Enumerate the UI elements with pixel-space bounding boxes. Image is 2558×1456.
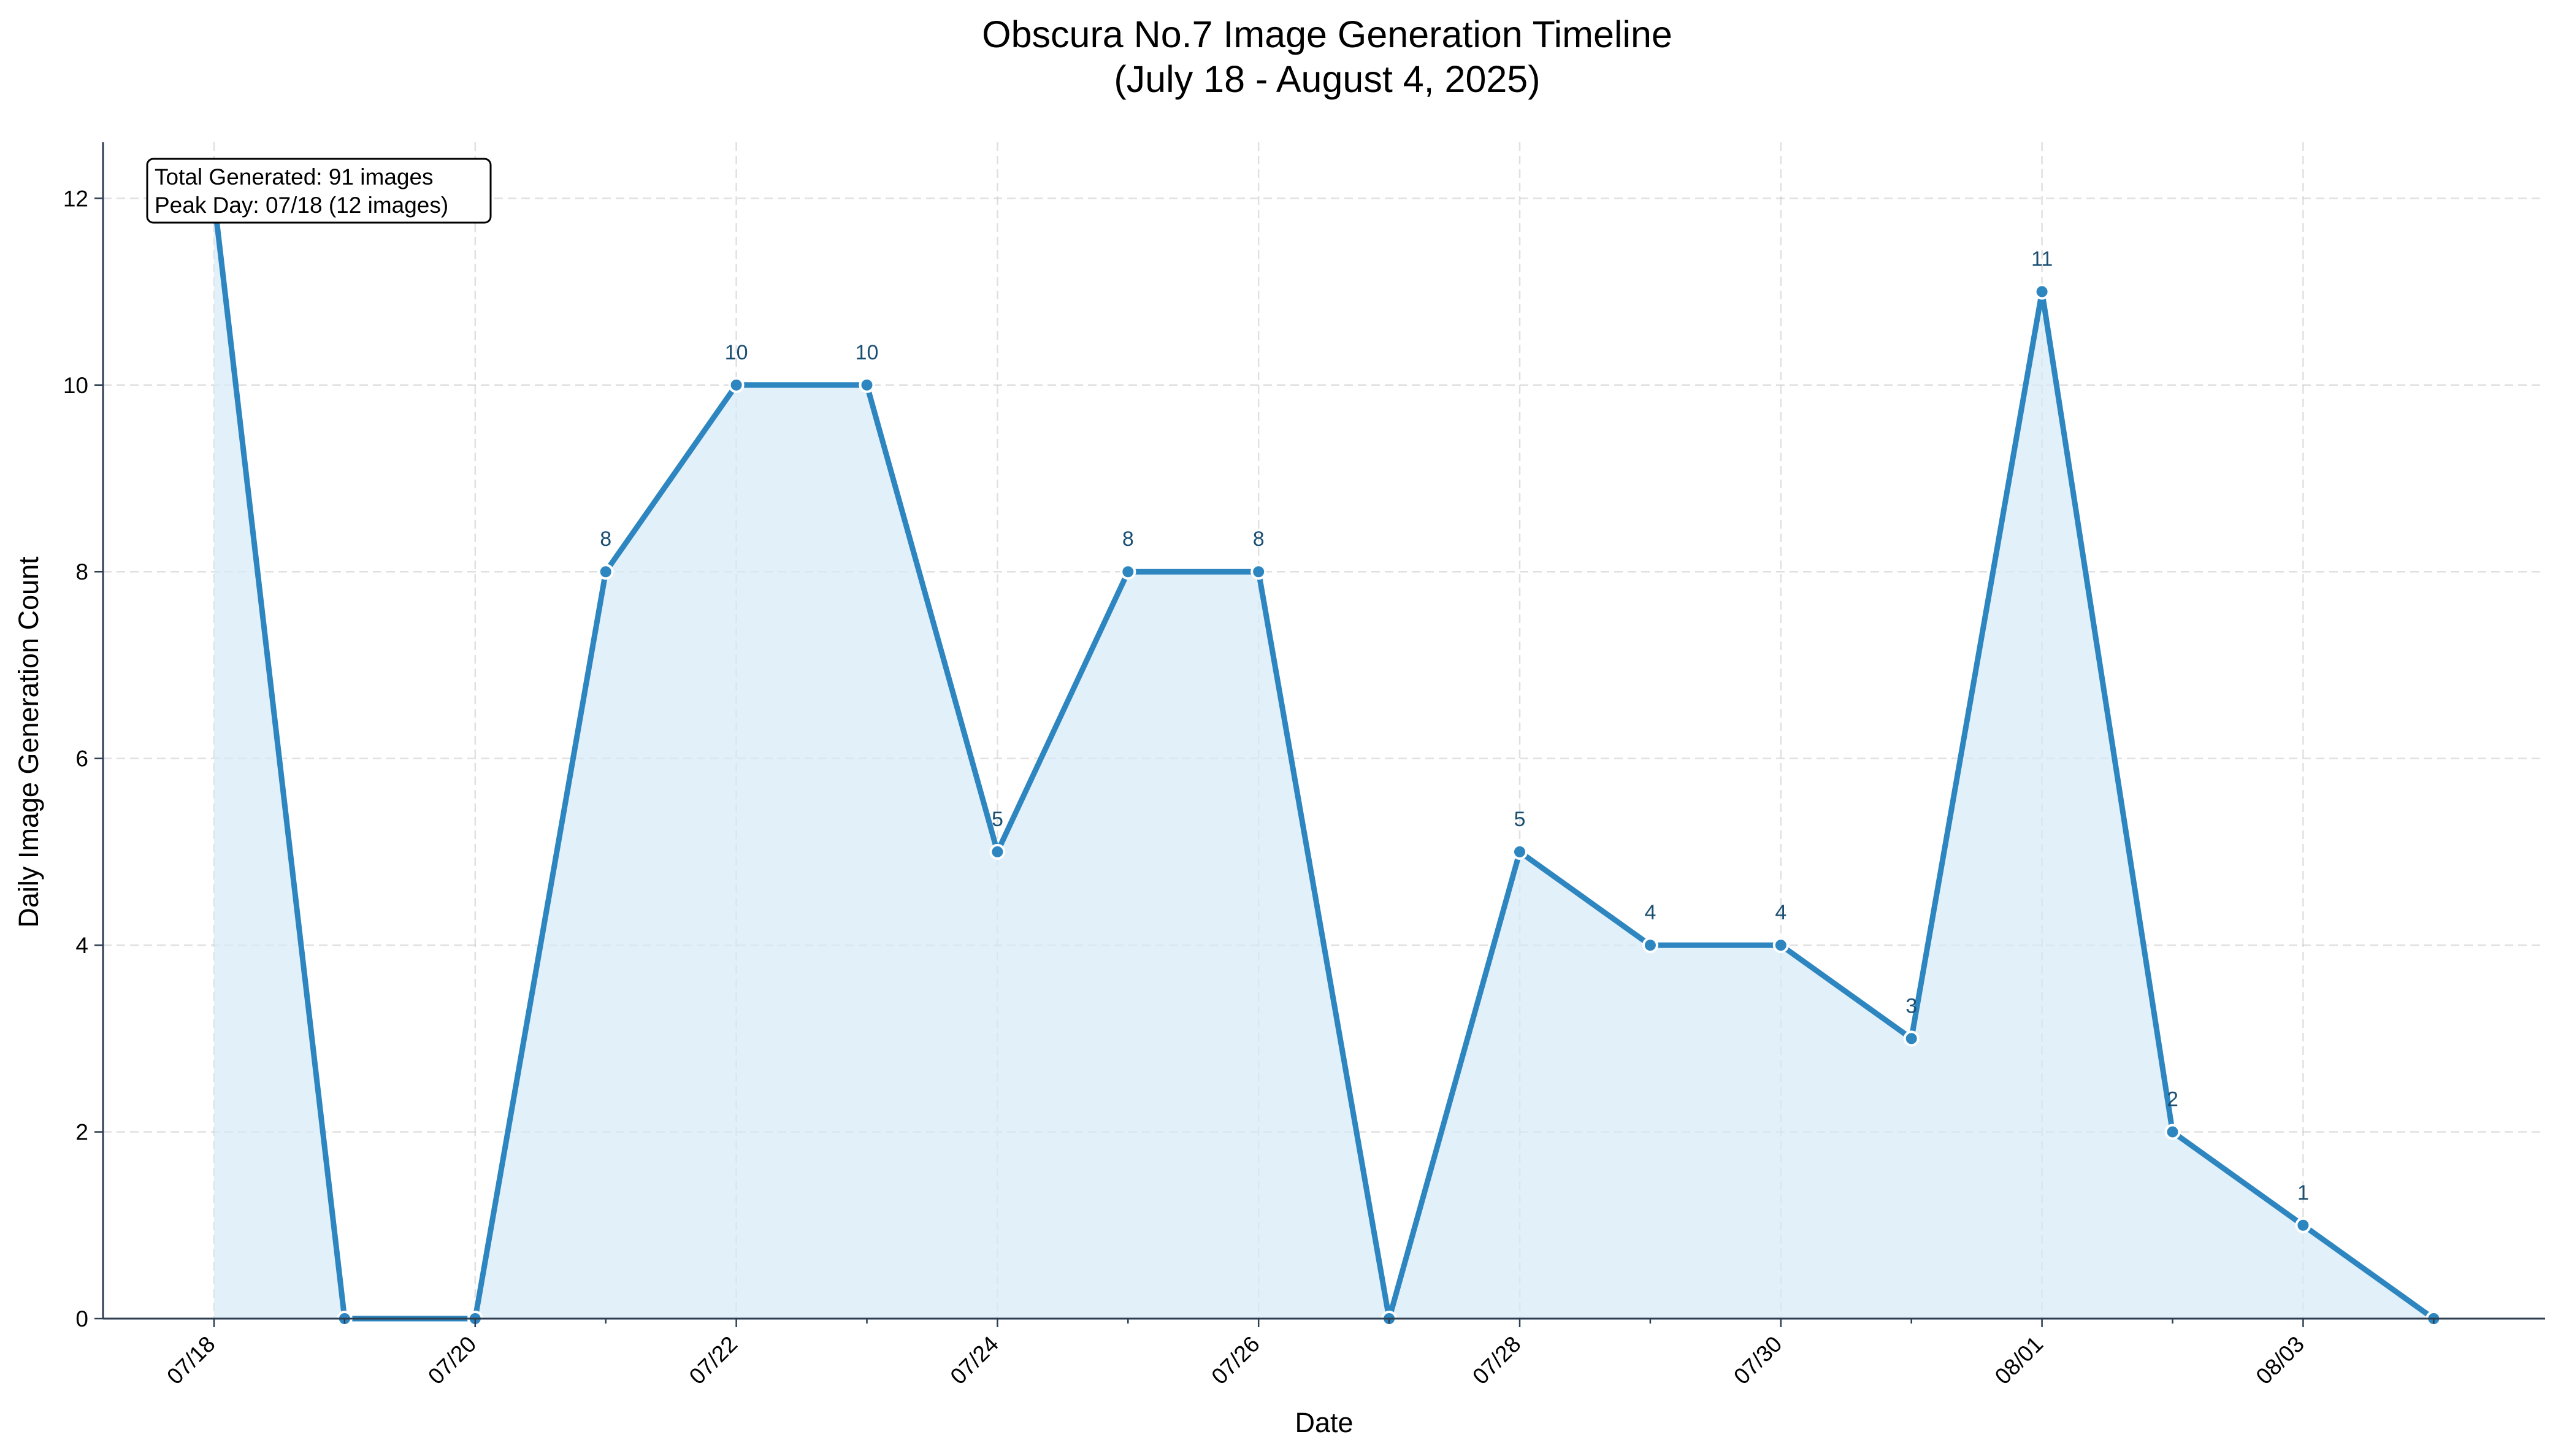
y-tick-label: 12 [63,186,88,211]
chart-title: Obscura No.7 Image Generation Timeline [982,13,1672,55]
x-tick-label: 07/18 [162,1331,220,1389]
y-tick-label: 6 [75,746,88,772]
data-point-07-30 [1772,937,1789,954]
summary-annotation-box: Total Generated: 91 images Peak Day: 07/… [146,158,492,224]
data-point-07-23 [859,377,875,393]
x-tick-label: 07/26 [1206,1331,1264,1389]
data-label-07-21: 8 [600,527,611,551]
data-label-07-25: 8 [1122,527,1134,551]
data-label-layer: 8 10 10 5 8 8 5 4 4 3 11 2 1 [600,248,2309,1205]
data-label-07-26: 8 [1253,527,1265,551]
chart-subtitle: (July 18 - August 4, 2025) [1114,58,1540,100]
y-tick-label: 10 [63,373,88,398]
data-point-07-28 [1512,843,1528,860]
data-point-07-24 [989,843,1006,860]
data-point-07-26 [1250,564,1267,580]
axis-layer [94,142,2545,1327]
area-fill [214,198,2434,1319]
data-point-07-21 [597,564,614,580]
y-tick-label: 0 [75,1306,88,1331]
annotation-border [146,158,492,224]
data-label-07-28: 5 [1514,808,1526,831]
data-label-08-01: 11 [2031,248,2053,271]
data-point-08-01 [2034,283,2050,300]
x-tick-label: 07/22 [684,1331,742,1389]
y-tick-label: 2 [75,1120,88,1145]
x-tick-label: 08/01 [1990,1331,2048,1389]
data-label-08-03: 1 [2297,1181,2309,1205]
data-point-07-31 [1903,1030,1920,1047]
x-tick-label: 07/20 [423,1331,481,1389]
data-label-07-31: 3 [1905,994,1917,1017]
series-line [211,195,2437,1322]
x-tick-label: 07/30 [1729,1331,1786,1389]
data-point-07-25 [1120,564,1136,580]
y-tick-label: 8 [75,559,88,584]
data-label-07-30: 4 [1775,901,1786,924]
data-point-07-22 [728,377,745,393]
y-axis-label: Daily Image Generation Count [13,556,44,928]
x-tick-label: 08/03 [2251,1331,2309,1389]
data-label-07-29: 4 [1644,901,1656,924]
y-tick-label: 4 [75,933,88,958]
data-point-07-29 [1642,937,1658,954]
annotation-peak-text: Peak Day: 07/18 (12 images) [155,193,448,218]
data-point-08-03 [2295,1217,2311,1233]
data-label-08-02: 2 [2167,1088,2178,1111]
x-tick-label: 07/28 [1468,1331,1525,1389]
x-axis-label: Date [1295,1407,1353,1438]
line-layer [211,195,2437,1322]
data-label-07-24: 5 [992,808,1003,831]
data-label-07-23: 10 [856,341,879,364]
data-label-07-22: 10 [725,341,748,364]
annotation-total-text: Total Generated: 91 images [155,164,434,190]
data-point-08-02 [2164,1124,2181,1140]
x-tick-label: 07/24 [946,1331,1003,1389]
area-layer [214,198,2434,1319]
